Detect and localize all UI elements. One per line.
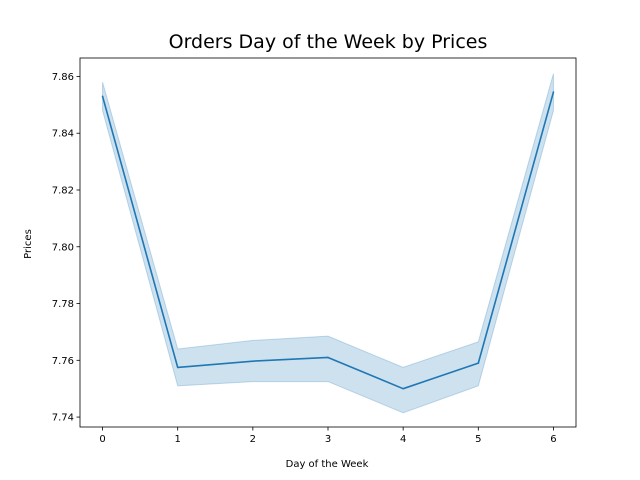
y-tick-label: 7.78 [52,299,74,310]
data-point [176,366,179,369]
x-tick-label: 6 [550,434,556,445]
data-point [252,360,254,362]
y-tick-label: 7.82 [52,185,74,196]
data-point [327,356,329,359]
confidence-band [102,73,554,414]
x-tick-label: 0 [99,434,105,445]
x-tick-label: 2 [250,434,256,445]
y-tick-label: 7.80 [52,242,74,253]
data-point [101,95,104,98]
data-point [552,91,555,93]
x-tick-label: 3 [325,434,331,445]
data-point [402,387,404,390]
y-tick-label: 7.84 [52,129,74,140]
y-axis: 7.74 7.76 7.78 7.80 7.82 7.84 7.86 [52,72,80,424]
x-axis-label: Day of the Week [286,459,369,470]
y-tick-label: 7.86 [52,72,74,83]
y-axis-label: Prices [23,229,34,259]
data-point [477,362,480,364]
x-tick-label: 4 [400,434,406,445]
x-axis: 0 1 2 3 4 5 6 [99,427,557,445]
y-tick-label: 7.74 [52,413,74,424]
y-tick-label: 7.76 [52,356,74,367]
x-tick-label: 1 [175,434,181,445]
chart-title: Orders Day of the Week by Prices [169,31,488,53]
plot-area [79,57,577,428]
x-tick-label: 5 [475,434,481,445]
